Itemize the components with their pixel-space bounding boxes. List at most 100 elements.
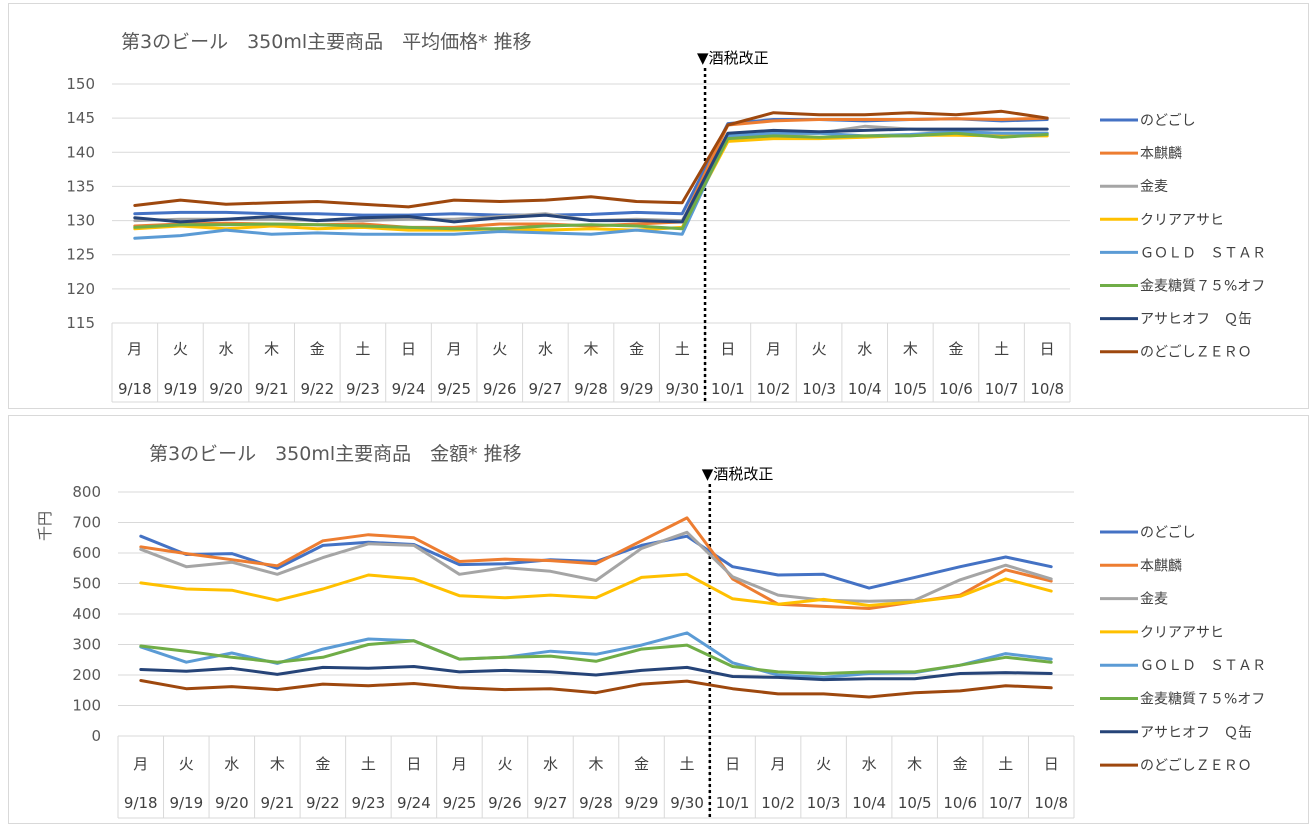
x-date-label: 9/23 bbox=[352, 794, 386, 812]
x-date-label: 10/7 bbox=[989, 794, 1023, 812]
x-day-label: 日 bbox=[401, 340, 416, 358]
y-tick-label: 0 bbox=[91, 727, 101, 745]
y-tick-label: 300 bbox=[72, 636, 101, 654]
x-date-label: 9/25 bbox=[443, 794, 477, 812]
x-date-label: 10/8 bbox=[1030, 380, 1064, 398]
x-date-label: 10/6 bbox=[943, 794, 977, 812]
x-day-label: 月 bbox=[766, 340, 781, 358]
x-day-label: 金 bbox=[634, 755, 649, 773]
tax-revision-annotation: ▼酒税改正 bbox=[702, 465, 774, 483]
x-date-label: 9/22 bbox=[306, 794, 340, 812]
x-day-label: 木 bbox=[588, 755, 603, 773]
series-line bbox=[133, 130, 1049, 240]
legend-entry: のどごしＺＥＲＯ bbox=[1140, 345, 1252, 361]
x-date-label: 9/24 bbox=[397, 794, 431, 812]
series-line bbox=[139, 572, 1053, 607]
x-day-label: 火 bbox=[816, 755, 831, 773]
x-date-label: 10/5 bbox=[898, 794, 932, 812]
x-day-label: 土 bbox=[680, 755, 695, 773]
x-date-label: 10/4 bbox=[848, 380, 882, 398]
y-axis-label: 千円 bbox=[36, 511, 54, 541]
y-tick-label: 145 bbox=[66, 109, 95, 127]
series-line bbox=[139, 679, 1053, 699]
series-line bbox=[139, 639, 1053, 675]
x-date-label: 9/30 bbox=[665, 380, 699, 398]
legend-entry: のどごし bbox=[1140, 113, 1196, 129]
x-date-label: 9/27 bbox=[534, 794, 568, 812]
legend-entry: 金麦糖質７５%オフ bbox=[1140, 279, 1265, 295]
y-tick-label: 200 bbox=[72, 666, 101, 684]
x-date-label: 9/20 bbox=[209, 380, 243, 398]
legend-entry: クリアアサヒ bbox=[1140, 625, 1224, 641]
x-date-label: 9/23 bbox=[346, 380, 380, 398]
series-line bbox=[139, 516, 1053, 610]
x-date-label: 9/29 bbox=[625, 794, 659, 812]
x-day-label: 日 bbox=[725, 755, 740, 773]
x-date-label: 10/8 bbox=[1034, 794, 1068, 812]
x-day-label: 土 bbox=[994, 340, 1009, 358]
x-date-label: 9/26 bbox=[488, 794, 522, 812]
legend-entry: アサヒオフ Ｑ缶 bbox=[1140, 312, 1252, 328]
x-date-label: 9/22 bbox=[300, 380, 334, 398]
legend-entry: 本麒麟 bbox=[1140, 146, 1182, 162]
chart-title: 第3のビール 350ml主要商品 金額* 推移 bbox=[149, 443, 522, 465]
x-date-label: 9/26 bbox=[483, 380, 517, 398]
x-day-label: 土 bbox=[355, 340, 370, 358]
x-day-label: 火 bbox=[812, 340, 827, 358]
legend-entry: 金麦糖質７５%オフ bbox=[1140, 692, 1265, 708]
x-day-label: 土 bbox=[675, 340, 690, 358]
x-day-label: 月 bbox=[452, 755, 467, 773]
x-day-label: 火 bbox=[173, 340, 188, 358]
x-day-label: 木 bbox=[264, 340, 279, 358]
legend-entry: ＧＯＬＤ ＳＴＡＲ bbox=[1140, 658, 1266, 674]
x-date-label: 9/19 bbox=[169, 794, 203, 812]
x-day-label: 月 bbox=[133, 755, 148, 773]
x-day-label: 火 bbox=[497, 755, 512, 773]
y-tick-label: 125 bbox=[66, 246, 95, 264]
x-day-label: 木 bbox=[903, 340, 918, 358]
series-line bbox=[133, 131, 1049, 231]
series-line bbox=[133, 109, 1049, 209]
y-tick-label: 140 bbox=[66, 143, 95, 161]
x-day-label: 木 bbox=[907, 755, 922, 773]
x-date-label: 10/3 bbox=[802, 380, 836, 398]
x-date-label: 9/21 bbox=[255, 380, 289, 398]
x-day-label: 金 bbox=[948, 340, 963, 358]
x-day-label: 木 bbox=[583, 340, 598, 358]
chart-title: 第3のビール 350ml主要商品 平均価格* 推移 bbox=[121, 31, 532, 53]
y-tick-label: 600 bbox=[72, 544, 101, 562]
legend-entry: 金麦 bbox=[1140, 592, 1168, 608]
x-day-label: 金 bbox=[310, 340, 325, 358]
price-line-chart: 第3のビール 350ml主要商品 平均価格* 推移 115 120 125 130 135… bbox=[66, 31, 1266, 403]
x-day-label: 木 bbox=[270, 755, 285, 773]
legend-entry: ＧＯＬＤ ＳＴＡＲ bbox=[1140, 245, 1266, 261]
series-line bbox=[133, 124, 1049, 223]
x-date-label: 10/2 bbox=[757, 380, 791, 398]
x-day-label: 火 bbox=[492, 340, 507, 358]
y-tick-label: 500 bbox=[72, 575, 101, 593]
x-day-label: 日 bbox=[1044, 755, 1059, 773]
y-tick-label: 100 bbox=[72, 697, 101, 715]
y-tick-label: 800 bbox=[72, 483, 101, 501]
x-date-label: 9/18 bbox=[124, 794, 158, 812]
x-date-label: 10/1 bbox=[711, 380, 745, 398]
x-day-label: 水 bbox=[224, 755, 239, 773]
y-tick-label: 135 bbox=[66, 177, 95, 195]
x-day-label: 水 bbox=[862, 755, 877, 773]
x-date-label: 9/28 bbox=[574, 380, 608, 398]
x-date-label: 10/6 bbox=[939, 380, 973, 398]
y-tick-label: 120 bbox=[66, 280, 95, 298]
x-day-label: 金 bbox=[953, 755, 968, 773]
series-line bbox=[133, 127, 1049, 224]
x-date-label: 9/29 bbox=[620, 380, 654, 398]
x-date-label: 9/19 bbox=[164, 380, 198, 398]
y-tick-label: 150 bbox=[66, 75, 95, 93]
legend-entry: 金麦 bbox=[1140, 179, 1168, 195]
x-day-label: 月 bbox=[447, 340, 462, 358]
legend-entry: のどごし bbox=[1140, 525, 1196, 541]
x-date-label: 9/25 bbox=[437, 380, 471, 398]
x-date-label: 10/2 bbox=[761, 794, 795, 812]
x-day-label: 火 bbox=[179, 755, 194, 773]
x-date-label: 10/1 bbox=[716, 794, 750, 812]
